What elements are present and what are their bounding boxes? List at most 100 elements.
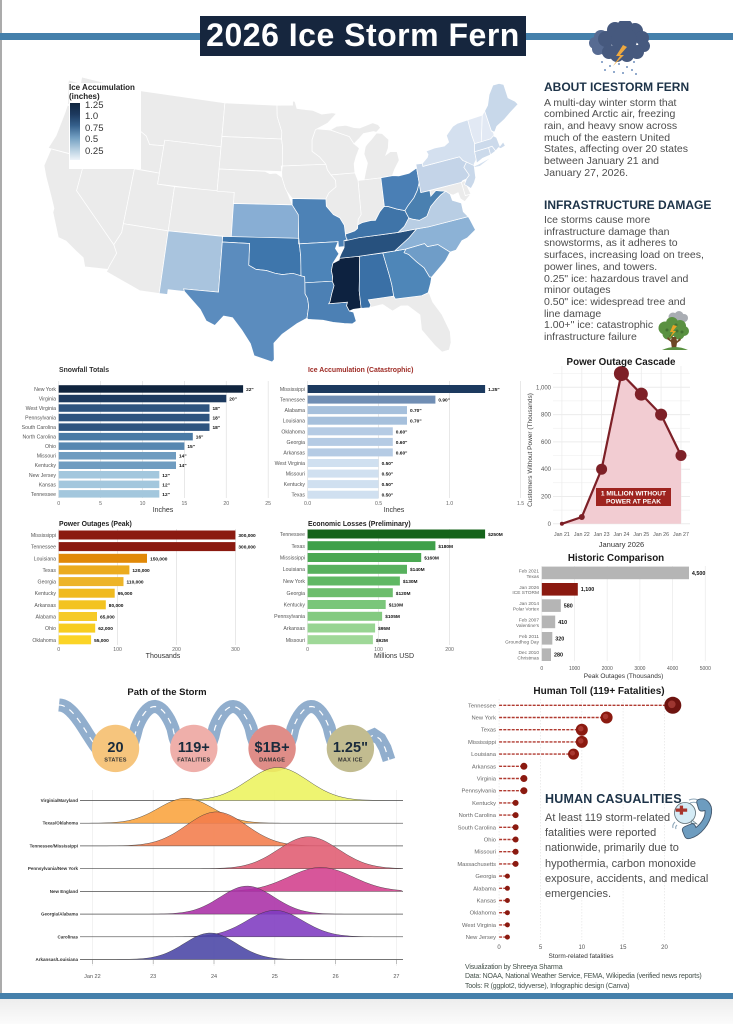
svg-text:0.60": 0.60": [396, 429, 408, 435]
svg-text:22": 22": [246, 387, 254, 393]
svg-text:0: 0: [306, 647, 309, 653]
svg-text:Jan 2026: Jan 2026: [519, 585, 539, 591]
svg-text:1.0: 1.0: [446, 501, 453, 507]
svg-text:110,000: 110,000: [127, 580, 144, 586]
svg-text:Historic Comparison: Historic Comparison: [568, 553, 664, 564]
svg-text:0.0: 0.0: [304, 501, 311, 507]
svg-text:Tennessee: Tennessee: [280, 398, 305, 404]
svg-text:North Carolina: North Carolina: [459, 813, 497, 819]
svg-text:Tennessee: Tennessee: [468, 703, 496, 709]
svg-text:Ohio: Ohio: [484, 838, 496, 844]
svg-text:Texas: Texas: [291, 493, 305, 499]
svg-text:Oklahoma: Oklahoma: [281, 429, 305, 435]
svg-text:Power Outage Cascade: Power Outage Cascade: [567, 357, 676, 368]
svg-text:$105M: $105M: [385, 614, 400, 620]
svg-text:$250M: $250M: [488, 532, 503, 538]
svg-text:Thousands: Thousands: [146, 653, 181, 660]
svg-text:280: 280: [554, 653, 563, 659]
svg-text:14": 14": [179, 454, 187, 460]
svg-text:MAX ICE: MAX ICE: [338, 758, 363, 764]
svg-text:0.50": 0.50": [382, 461, 394, 467]
svg-text:Christmas: Christmas: [517, 656, 539, 662]
svg-text:26: 26: [333, 974, 339, 980]
svg-text:Louisiana: Louisiana: [34, 556, 56, 562]
svg-text:4000: 4000: [667, 666, 678, 672]
svg-text:Jan 25: Jan 25: [633, 532, 649, 538]
svg-text:New Jersey: New Jersey: [466, 935, 496, 941]
svg-text:Missouri: Missouri: [37, 454, 56, 460]
svg-text:ICE STORM: ICE STORM: [512, 590, 539, 596]
svg-text:Carolinas: Carolinas: [57, 934, 78, 939]
svg-text:1.25": 1.25": [488, 387, 500, 393]
svg-text:$140M: $140M: [410, 567, 425, 573]
svg-text:$130M: $130M: [403, 579, 418, 585]
svg-text:Pennsylvania: Pennsylvania: [25, 416, 56, 422]
svg-text:Kansas: Kansas: [39, 482, 57, 488]
svg-text:Alabama: Alabama: [285, 408, 306, 414]
svg-text:20: 20: [223, 501, 229, 507]
svg-text:Polar Vortex: Polar Vortex: [513, 607, 540, 613]
svg-text:0.5: 0.5: [375, 501, 382, 507]
svg-text:1 MILLION WITHOUT: 1 MILLION WITHOUT: [601, 491, 666, 498]
svg-text:Arkansas/Louisiana: Arkansas/Louisiana: [35, 957, 78, 962]
svg-text:1.5: 1.5: [517, 501, 524, 507]
svg-text:Dec 2010: Dec 2010: [518, 650, 539, 656]
svg-text:200: 200: [172, 647, 181, 653]
svg-text:Jan 23: Jan 23: [594, 532, 610, 538]
svg-text:Missouri: Missouri: [474, 850, 496, 856]
svg-text:Kansas: Kansas: [477, 899, 496, 905]
svg-text:Ohio: Ohio: [45, 444, 56, 450]
svg-text:2000: 2000: [602, 666, 613, 672]
svg-text:410: 410: [558, 620, 567, 626]
svg-text:Missouri: Missouri: [286, 638, 305, 644]
svg-text:0.50": 0.50": [382, 472, 394, 478]
svg-text:25: 25: [265, 501, 271, 507]
svg-text:$120M: $120M: [396, 591, 411, 597]
svg-text:January 2026: January 2026: [599, 540, 644, 549]
svg-text:12": 12": [162, 482, 170, 488]
svg-text:10: 10: [140, 501, 146, 507]
svg-text:0.70": 0.70": [410, 419, 422, 425]
svg-text:Alabama: Alabama: [36, 615, 57, 621]
svg-text:Kentucky: Kentucky: [284, 482, 306, 488]
svg-text:Path of the Storm: Path of the Storm: [127, 687, 206, 698]
svg-text:18": 18": [213, 406, 221, 412]
svg-text:14": 14": [179, 463, 187, 469]
svg-text:New Jersey: New Jersey: [29, 473, 57, 479]
svg-text:580: 580: [564, 604, 573, 610]
svg-text:Virginia: Virginia: [39, 397, 56, 403]
svg-text:Alabama: Alabama: [473, 886, 497, 892]
svg-text:Texas: Texas: [526, 574, 539, 580]
svg-text:15: 15: [182, 501, 188, 507]
svg-text:$92M: $92M: [376, 638, 388, 644]
svg-text:62,000: 62,000: [98, 626, 113, 632]
svg-text:4,500: 4,500: [692, 571, 706, 577]
svg-text:Georgia/Alabama: Georgia/Alabama: [41, 912, 79, 917]
svg-text:Tennessee/Mississippi: Tennessee/Mississippi: [30, 843, 78, 848]
svg-text:0.90": 0.90": [438, 398, 450, 404]
svg-text:Oklahoma: Oklahoma: [470, 911, 497, 917]
svg-text:Jan 2014: Jan 2014: [519, 601, 539, 607]
svg-text:Mississippi: Mississippi: [468, 740, 496, 746]
svg-text:15": 15": [187, 444, 195, 450]
svg-text:Louisiana: Louisiana: [471, 752, 497, 758]
svg-text:Arkansas: Arkansas: [283, 626, 305, 632]
svg-text:300,000: 300,000: [238, 533, 256, 539]
svg-text:24: 24: [211, 974, 217, 980]
svg-text:400: 400: [541, 467, 552, 473]
svg-text:5000: 5000: [700, 666, 711, 672]
svg-text:Power Outages (Peak): Power Outages (Peak): [59, 521, 132, 528]
svg-text:South Carolina: South Carolina: [22, 425, 56, 431]
svg-text:Feb 2011: Feb 2011: [519, 634, 539, 640]
svg-text:Texas: Texas: [481, 728, 496, 734]
svg-text:Kentucky: Kentucky: [35, 463, 57, 469]
svg-text:Storm-related fatalities: Storm-related fatalities: [548, 953, 614, 960]
svg-text:23: 23: [150, 974, 156, 980]
svg-text:Arkansas: Arkansas: [34, 603, 56, 609]
svg-text:0: 0: [497, 945, 501, 951]
svg-text:Virginia: Virginia: [477, 777, 497, 783]
svg-text:Jan 21: Jan 21: [554, 532, 570, 538]
svg-text:Kentucky: Kentucky: [284, 603, 306, 609]
svg-text:0.60": 0.60": [396, 440, 408, 446]
svg-text:STATES: STATES: [104, 758, 127, 764]
